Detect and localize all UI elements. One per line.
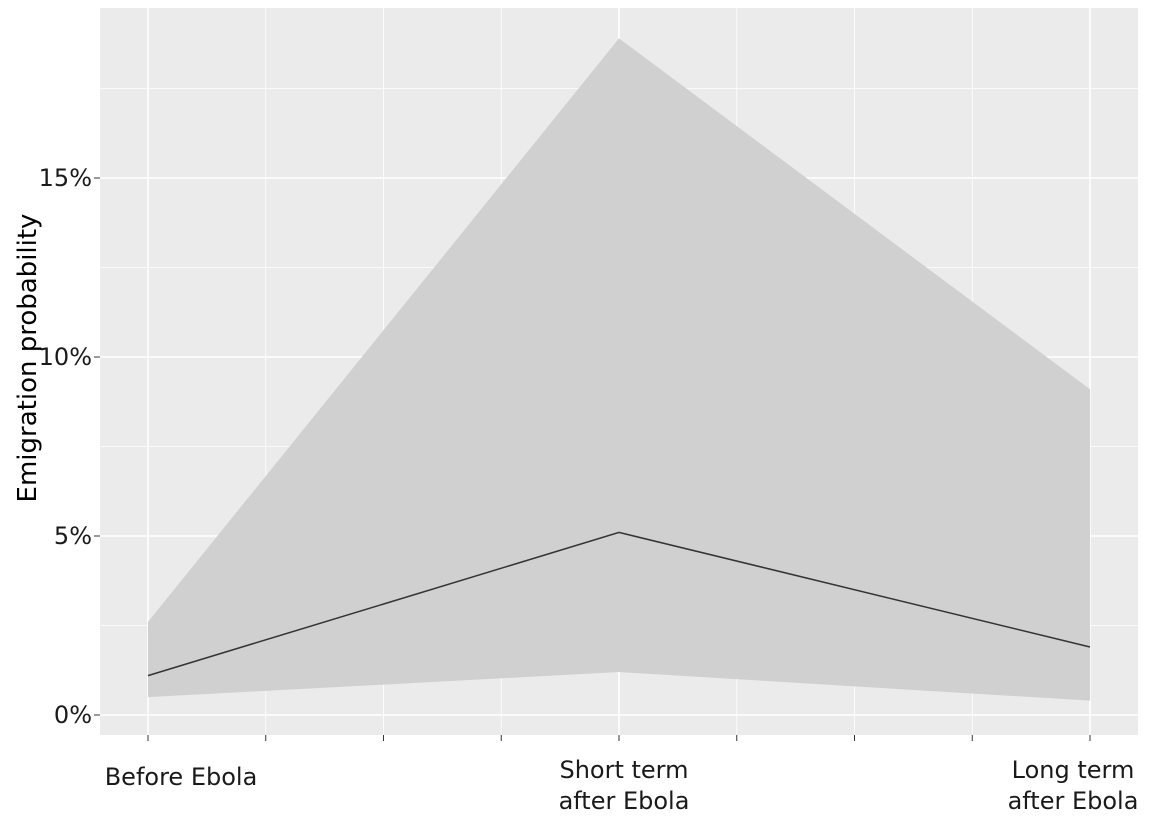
x-category-label: Long term after Ebola [1008,756,1139,815]
y-axis: 0% 5% 10% 15% [39,164,100,729]
x-category-label-line: after Ebola [1008,787,1139,815]
y-tick-label: 5% [54,522,92,550]
x-category-label: Short term after Ebola [559,756,690,815]
x-category-label: Before Ebola [105,763,258,791]
series-line [147,531,1091,677]
x-category-label-line: Short term [559,756,688,784]
x-category-label-line: after Ebola [559,787,690,815]
y-tick-label: 15% [39,164,92,192]
y-axis-title: Emigration probability [13,214,43,503]
x-category-label-line: Long term [1012,756,1135,784]
y-tick-label: 0% [54,701,92,729]
y-tick-label: 10% [39,343,92,371]
confidence-band [148,38,1090,701]
